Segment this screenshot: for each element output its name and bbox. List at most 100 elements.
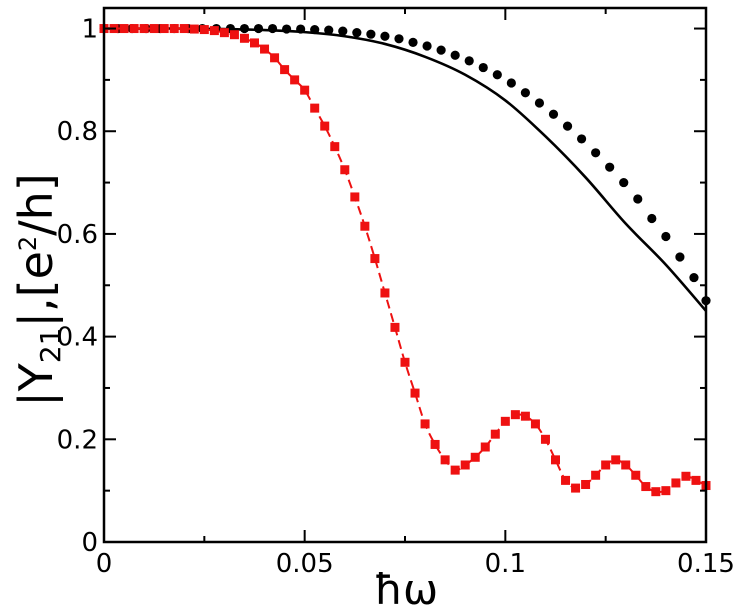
data-point	[270, 53, 280, 63]
y-axis-title-superscript: 2	[14, 236, 42, 251]
data-point	[506, 78, 516, 88]
data-point	[605, 162, 615, 172]
data-point	[169, 24, 179, 34]
data-point	[520, 411, 530, 421]
data-point	[260, 44, 270, 54]
data-point	[400, 357, 410, 367]
data-point	[350, 192, 360, 202]
data-point	[633, 194, 643, 204]
data-point	[611, 455, 621, 465]
data-point	[310, 24, 320, 35]
data-point	[390, 322, 400, 332]
data-point	[490, 429, 500, 439]
data-point	[691, 475, 701, 485]
data-point	[149, 24, 159, 34]
data-point	[338, 26, 348, 36]
data-point	[671, 478, 681, 488]
data-point	[661, 486, 671, 496]
data-point	[330, 142, 340, 152]
data-point	[576, 134, 587, 144]
data-point	[440, 455, 450, 465]
data-point	[520, 88, 531, 98]
data-point	[370, 254, 380, 264]
data-point	[324, 25, 334, 35]
data-point	[352, 28, 362, 38]
data-point	[129, 24, 139, 34]
data-point	[366, 29, 376, 39]
y-axis-title-part: /h]	[9, 173, 63, 236]
data-point	[621, 460, 631, 470]
y-tick-label: 0.4	[57, 323, 98, 353]
data-point	[675, 252, 685, 262]
data-point	[601, 460, 611, 470]
data-point	[408, 37, 418, 48]
data-point	[209, 26, 219, 36]
data-point	[591, 148, 601, 158]
plot-area	[99, 23, 711, 497]
data-point	[641, 482, 651, 492]
data-point	[460, 460, 470, 470]
y-axis-title-subscript: 21	[34, 328, 67, 364]
series-0	[103, 27, 707, 312]
data-point	[450, 50, 460, 60]
series-line	[103, 27, 707, 494]
data-point	[631, 470, 641, 480]
series-1	[99, 23, 711, 306]
data-point	[470, 452, 480, 462]
plot-frame	[102, 6, 708, 544]
data-point	[420, 419, 430, 429]
data-point	[340, 165, 350, 175]
data-point	[661, 231, 671, 242]
data-point	[561, 475, 571, 485]
x-axis-title: ħω	[374, 565, 438, 609]
data-point	[290, 75, 300, 85]
data-point	[239, 23, 250, 34]
data-point	[360, 221, 370, 231]
data-point	[300, 85, 310, 95]
data-point	[422, 41, 432, 51]
series-2	[99, 24, 711, 497]
x-tick-label: 0.15	[677, 549, 735, 579]
data-point	[540, 434, 550, 444]
x-tick-label: 0.05	[276, 549, 334, 579]
y-tick-label: 0.8	[57, 117, 98, 147]
y-axis-title: |Υ21|,[e2/h]	[9, 173, 67, 407]
data-point	[380, 31, 390, 41]
y-tick-label: 0.2	[57, 425, 98, 455]
axis-ticks: 0 0.05 0.1 0.15 0 0.2 0.4 0.6 0.8 1	[57, 8, 735, 579]
data-point	[530, 419, 540, 429]
data-point	[296, 24, 306, 34]
data-point	[280, 65, 290, 75]
data-point	[250, 38, 259, 48]
data-point	[478, 62, 488, 73]
data-point	[689, 272, 699, 283]
x-tick-label: 0	[96, 549, 113, 579]
data-point	[219, 28, 229, 38]
data-point	[139, 24, 149, 34]
data-point	[159, 24, 169, 34]
data-point	[562, 121, 573, 131]
data-point	[394, 34, 404, 44]
y-axis-title-part: |Υ	[9, 362, 64, 406]
data-point	[500, 416, 510, 426]
y-tick-label: 0	[81, 528, 98, 558]
data-point	[410, 388, 420, 398]
data-point	[199, 25, 209, 35]
data-point	[189, 24, 199, 34]
data-point	[320, 121, 330, 131]
data-point	[229, 30, 239, 40]
data-point	[267, 23, 278, 34]
data-point	[119, 24, 129, 34]
data-point	[619, 177, 629, 188]
data-point	[534, 98, 545, 108]
data-point	[430, 439, 440, 449]
data-point	[681, 471, 691, 481]
data-point	[436, 45, 446, 55]
data-point	[239, 33, 249, 43]
data-point	[253, 23, 264, 34]
data-point	[179, 24, 189, 34]
data-point	[651, 487, 661, 497]
x-tick-label: 0.1	[485, 549, 526, 579]
y-axis-title-part: |,[e	[9, 251, 64, 327]
data-point	[310, 103, 320, 113]
